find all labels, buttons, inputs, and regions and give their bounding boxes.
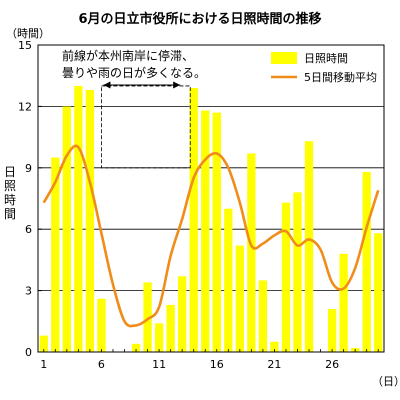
legend-label-bar: 日照時間 [304, 52, 348, 65]
bar [62, 106, 71, 353]
bar [247, 153, 256, 352]
bar [131, 343, 141, 352]
x-tick-label: 21 [267, 358, 281, 371]
annotation: 前線が本州南岸に停滞、曇りや雨の日が多くなる。 [62, 48, 206, 169]
bar [270, 341, 279, 352]
arrowhead-left [103, 81, 111, 89]
bar [258, 280, 268, 352]
moving-average-line [42, 144, 380, 328]
bar [374, 233, 383, 352]
y-tick-label: 15 [18, 39, 32, 52]
bar [339, 253, 348, 352]
y-axis-label-char: 時 [4, 193, 16, 207]
bar [74, 85, 83, 352]
bar [39, 335, 48, 352]
x-tick-label: 16 [210, 358, 224, 371]
bar-series [39, 85, 383, 353]
legend-swatch-bar [271, 52, 297, 64]
y-axis-label-char: 間 [4, 207, 16, 221]
y-tick-label: 3 [25, 285, 32, 298]
bar [189, 87, 198, 352]
x-unit-label: （日） [372, 375, 400, 388]
x-tick-label: 11 [152, 358, 166, 371]
arrowhead-right [173, 81, 181, 89]
chart-title: 6月の日立市役所における日照時間の推移 [78, 12, 322, 27]
bar [143, 282, 152, 352]
annotation-box [101, 85, 191, 169]
y-tick-label: 6 [25, 223, 32, 236]
annotation-line-2: 曇りや雨の日が多くなる。 [62, 65, 206, 80]
bar [97, 298, 106, 352]
axes [37, 44, 385, 353]
x-tick-label: 6 [98, 358, 105, 371]
y-axis-label-char: 照 [4, 179, 16, 193]
y-tick-label: 0 [25, 346, 32, 359]
y-unit-label: （時間） [6, 27, 50, 40]
bar [281, 202, 291, 352]
bar [51, 157, 60, 352]
bar [212, 112, 221, 352]
bar [327, 309, 337, 352]
moving-average-series [42, 144, 380, 328]
bar [166, 304, 175, 352]
gridlines [38, 106, 384, 292]
bar [201, 110, 210, 352]
x-tick-label: 26 [325, 358, 339, 371]
bar [178, 276, 187, 352]
bar [235, 245, 244, 352]
bar [85, 90, 95, 352]
plot-frame [37, 44, 385, 353]
y-axis-label-char: 日 [4, 165, 16, 179]
bar [224, 208, 233, 352]
y-tick-label: 12 [18, 100, 32, 113]
bar [154, 323, 164, 352]
legend-label-line: 5日間移動平均 [304, 70, 377, 84]
bar [304, 141, 314, 352]
x-tick-label: 1 [40, 358, 47, 371]
y-tick-label: 9 [25, 162, 32, 175]
bar [293, 192, 302, 352]
annotation-line-1: 前線が本州南岸に停滞、 [62, 48, 194, 63]
legend: 日照時間 5日間移動平均 [271, 52, 377, 84]
bar [362, 171, 371, 352]
